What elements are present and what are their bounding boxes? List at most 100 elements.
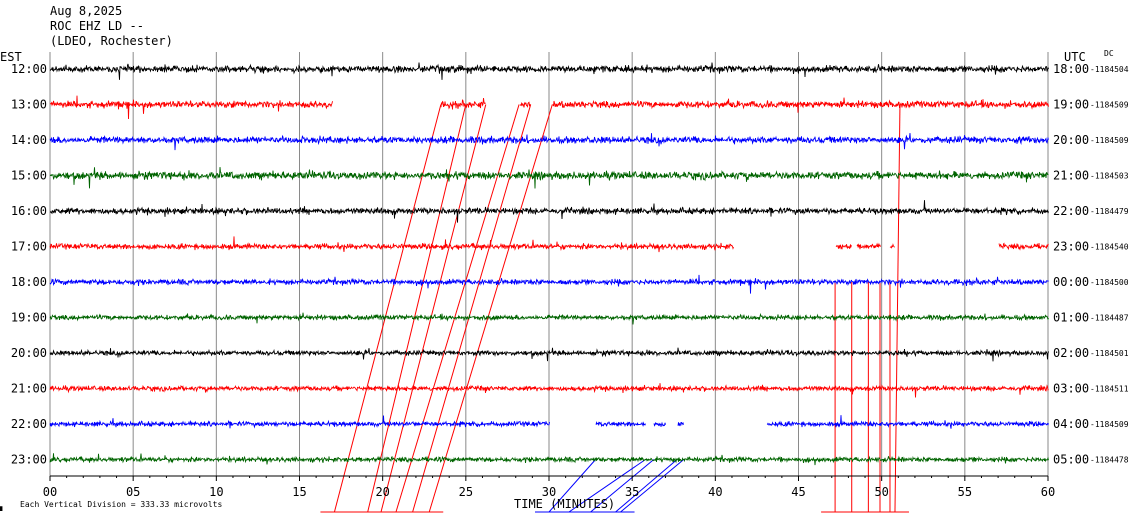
trace-row-17:00 xyxy=(49,236,1049,253)
utc-label-20:00: 20:00 xyxy=(1053,133,1089,147)
trace-segment xyxy=(440,97,486,110)
trace-segment xyxy=(49,133,1049,151)
trace-segment xyxy=(677,422,684,427)
trace-row-16:00 xyxy=(49,200,1049,223)
trace-row-21:00 xyxy=(49,383,1049,398)
trace-segment xyxy=(889,243,895,249)
trace-segment xyxy=(49,383,1049,398)
trace-row-20:00 xyxy=(49,347,1049,362)
est-label-15:00: 15:00 xyxy=(11,169,47,183)
gap-connector-line xyxy=(380,104,487,513)
x-tick-label-20: 20 xyxy=(375,485,389,499)
dc-offset-22:00: -1184479 xyxy=(1090,207,1129,216)
x-tick-label-30: 30 xyxy=(542,485,556,499)
trace-segment xyxy=(998,242,1049,251)
utc-label-03:00: 03:00 xyxy=(1053,382,1089,396)
trace-segment xyxy=(49,236,734,253)
gap-connector-line xyxy=(620,459,685,513)
x-tick-label-25: 25 xyxy=(459,485,473,499)
left-timezone-label: EST xyxy=(0,50,22,64)
dc-offset-20:00: -1184509 xyxy=(1090,136,1129,145)
x-tick-label-60: 60 xyxy=(1041,485,1055,499)
trace-row-18:00 xyxy=(49,274,1049,294)
gap-connector-line xyxy=(615,459,678,513)
est-label-21:00: 21:00 xyxy=(11,382,47,396)
x-tick-label-55: 55 xyxy=(958,485,972,499)
trace-segment xyxy=(49,62,1049,80)
x-tick-label-15: 15 xyxy=(292,485,306,499)
dc-offset-header: DC xyxy=(1104,49,1114,58)
dc-offset-02:00: -1184501 xyxy=(1090,349,1129,358)
trace-segment xyxy=(49,200,1049,223)
header-network: (LDEO, Rochester) xyxy=(50,34,173,48)
trace-row-13:00 xyxy=(49,95,1049,120)
gap-connector-line xyxy=(548,459,596,513)
trace-row-12:00 xyxy=(49,62,1049,80)
dc-offset-03:00: -1184511 xyxy=(1090,385,1129,394)
est-label-14:00: 14:00 xyxy=(11,133,47,147)
x-tick-label-35: 35 xyxy=(625,485,639,499)
x-tick-label-00: 00 xyxy=(43,485,57,499)
gap-connector-line xyxy=(428,104,553,513)
x-tick-label-45: 45 xyxy=(791,485,805,499)
trace-segment xyxy=(49,347,1049,362)
est-label-12:00: 12:00 xyxy=(11,62,47,76)
trace-row-23:00 xyxy=(49,453,1049,466)
dc-offset-04:00: -1184509 xyxy=(1090,420,1129,429)
trace-segment xyxy=(49,312,1049,325)
trace-row-15:00 xyxy=(49,167,1049,189)
gap-connector-line xyxy=(894,104,901,513)
grid xyxy=(49,52,1049,476)
x-tick-label-50: 50 xyxy=(874,485,888,499)
header-date: Aug 8,2025 xyxy=(50,4,122,18)
utc-label-05:00: 05:00 xyxy=(1053,453,1089,467)
gap-connector-line xyxy=(568,459,646,513)
trace-segment xyxy=(653,421,666,427)
gap-connectors xyxy=(320,104,909,513)
dc-offset-01:00: -1184487 xyxy=(1090,314,1129,323)
x-tick-label-05: 05 xyxy=(126,485,140,499)
x-tick-label-40: 40 xyxy=(708,485,722,499)
gap-connector-line xyxy=(412,104,532,513)
right-timezone-label: UTC xyxy=(1064,50,1086,64)
trace-segment xyxy=(49,453,1049,466)
trace-rows xyxy=(49,62,1049,466)
utc-label-22:00: 22:00 xyxy=(1053,204,1089,218)
header-station: ROC EHZ LD -- xyxy=(50,19,144,33)
utc-label-23:00: 23:00 xyxy=(1053,240,1089,254)
est-label-22:00: 22:00 xyxy=(11,417,47,431)
dc-offset-21:00: -1184503 xyxy=(1090,172,1129,181)
dc-offset-05:00: -1184478 xyxy=(1090,456,1129,465)
trace-segment xyxy=(856,242,881,250)
gap-connector-line xyxy=(395,104,520,513)
dc-offset-23:00: -1184540 xyxy=(1090,243,1129,252)
gap-connector-line xyxy=(367,104,467,513)
trace-segment xyxy=(49,167,1049,189)
trace-row-22:00 xyxy=(49,415,1049,429)
trace-segment xyxy=(49,274,1049,294)
est-label-23:00: 23:00 xyxy=(11,453,47,467)
gap-connector-line xyxy=(590,459,655,513)
est-label-16:00: 16:00 xyxy=(11,204,47,218)
trace-row-14:00 xyxy=(49,133,1049,151)
utc-label-19:00: 19:00 xyxy=(1053,98,1089,112)
est-label-19:00: 19:00 xyxy=(11,311,47,325)
est-label-20:00: 20:00 xyxy=(11,346,47,360)
trace-segment xyxy=(49,95,333,120)
utc-label-01:00: 01:00 xyxy=(1053,311,1089,325)
x-axis: 00 05 10 15 20 25 30 35 40 45 50 55 60 xyxy=(43,475,1055,499)
utc-label-18:00: 18:00 xyxy=(1053,62,1089,76)
utc-label-21:00: 21:00 xyxy=(1053,169,1089,183)
row-labels: 12:00 18:00 -1184504 13:00 19:00 -1184509 14:0… xyxy=(11,62,1129,467)
gap-connector-line xyxy=(333,104,442,513)
est-label-17:00: 17:00 xyxy=(11,240,47,254)
corner-mark: ▖ xyxy=(0,502,5,511)
utc-label-00:00: 00:00 xyxy=(1053,275,1089,289)
utc-label-04:00: 04:00 xyxy=(1053,417,1089,431)
est-label-13:00: 13:00 xyxy=(11,98,47,112)
trace-segment xyxy=(595,421,646,428)
dc-offset-18:00: -1184504 xyxy=(1090,65,1129,74)
x-tick-label-10: 10 xyxy=(209,485,223,499)
trace-segment xyxy=(49,415,550,429)
